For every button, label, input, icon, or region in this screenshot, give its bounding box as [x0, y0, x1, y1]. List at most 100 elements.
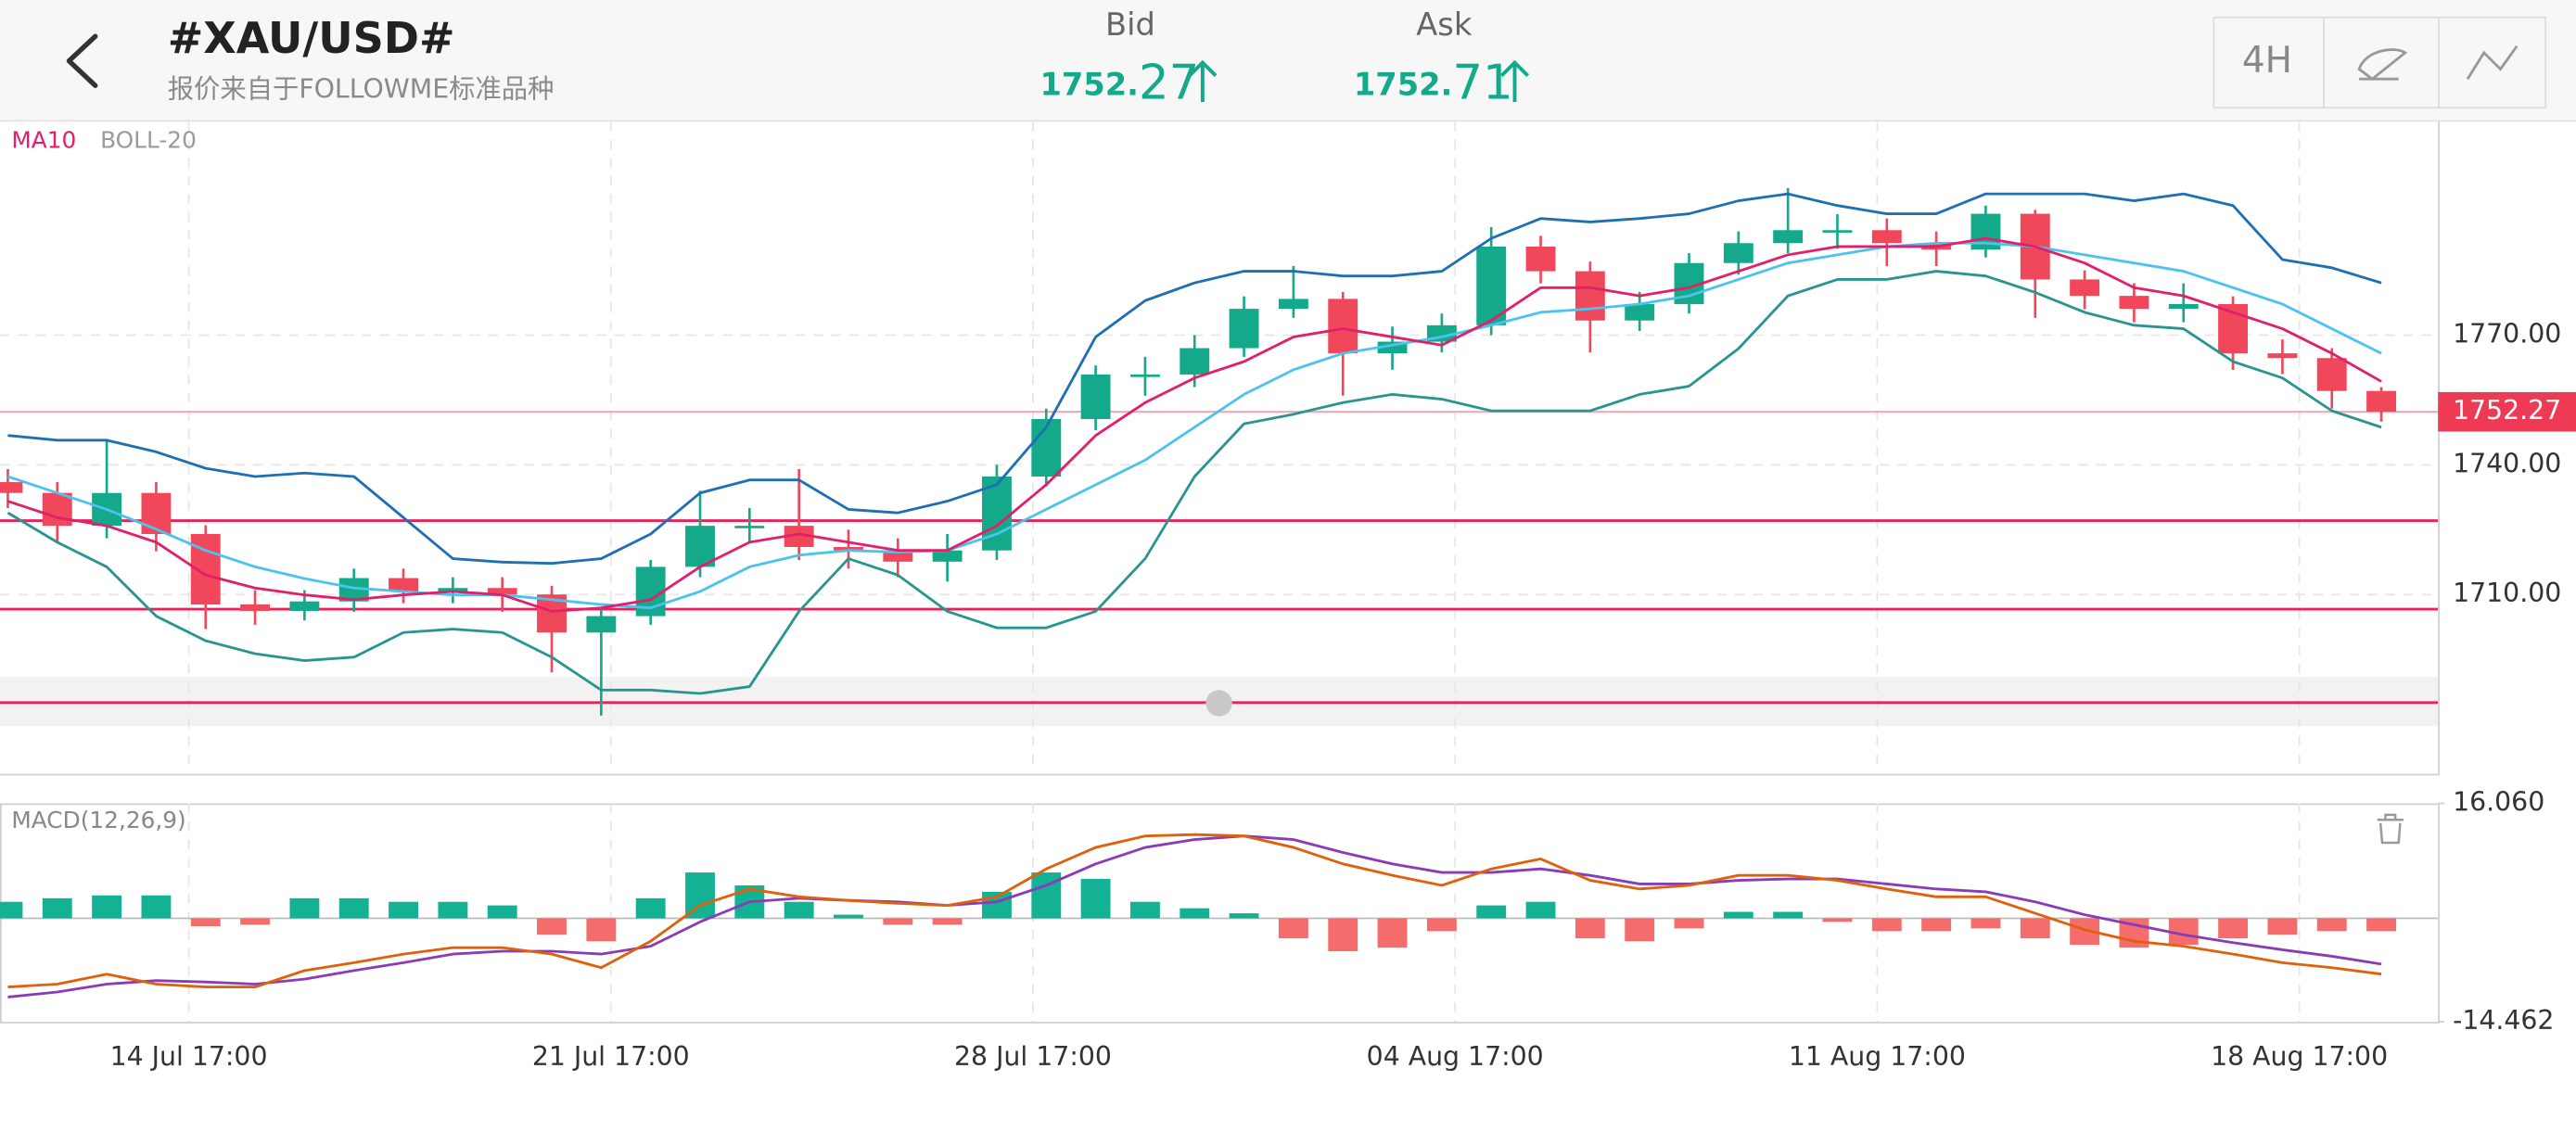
candle-body [1476, 246, 1507, 325]
x-tick-label: 14 Jul 17:00 [110, 1041, 268, 1072]
macd-bar [2020, 918, 2050, 939]
macd-bar [537, 918, 567, 935]
macd-bar [0, 901, 23, 919]
candle-body [834, 546, 863, 551]
header-bar [0, 0, 2576, 121]
macd-bar [141, 895, 172, 919]
y-tick-label: 1740.00 [2453, 448, 2561, 478]
bid-price-main: 1752. [1039, 66, 1138, 102]
boll-middle [7, 241, 2382, 610]
macd-bar [635, 897, 666, 919]
bid-price-pips: 27 [1139, 55, 1199, 110]
candle-body [2316, 358, 2347, 391]
delete-indicator-button[interactable] [2377, 813, 2404, 845]
candle-body [734, 526, 765, 528]
macd-bar [1278, 918, 1308, 939]
macd-bar [1080, 879, 1111, 919]
quote-source: 报价来自于FOLLOWME标准品种 [168, 74, 555, 105]
candle-body [586, 616, 617, 633]
macd-bar [1575, 918, 1605, 939]
macd-bar [1921, 918, 1952, 932]
bid-up-arrow [1188, 59, 1218, 102]
candle-body [1525, 246, 1556, 272]
x-tick-label: 04 Aug 17:00 [1367, 1041, 1544, 1072]
draw-tool-button[interactable] [2357, 48, 2408, 81]
macd-bar [1031, 872, 1062, 919]
candle-body [1278, 299, 1308, 310]
macd-bar [487, 905, 517, 919]
macd-bar [1773, 911, 1804, 919]
macd-bar [2218, 918, 2249, 939]
candle-body [1871, 230, 1902, 244]
macd-bar [42, 897, 72, 919]
macd-tick-label: 16.060 [2453, 787, 2544, 818]
price-plot [0, 121, 2439, 772]
macd-bar [240, 918, 271, 925]
x-tick-label: 11 Aug 17:00 [1789, 1041, 1966, 1072]
x-tick-label: 21 Jul 17:00 [532, 1041, 690, 1072]
macd-tick-label: -14.462 [2453, 1005, 2554, 1036]
candle-body [0, 482, 23, 493]
macd-bar [1229, 913, 1259, 919]
candle-body [1773, 230, 1804, 244]
y-tick-label: 1770.00 [2453, 319, 2561, 350]
bid-price: 1752.27 [1039, 55, 1199, 110]
x-tick-label: 18 Aug 17:00 [2211, 1041, 2388, 1072]
ask-price-main: 1752. [1354, 66, 1452, 102]
line-handle[interactable] [1205, 690, 1232, 717]
boll-label: BOLL-20 [100, 127, 197, 154]
macd-bar [190, 918, 221, 926]
macd-bar [1180, 908, 1210, 919]
macd-bar [1822, 918, 1853, 922]
candle-body [2119, 296, 2149, 310]
candle-body [1229, 309, 1259, 349]
macd-bar [1328, 918, 1358, 952]
timeframe-button[interactable]: 4H [2242, 40, 2292, 82]
candle-body [2168, 303, 2199, 310]
macd-bar [1525, 901, 1556, 919]
candle-body [2267, 353, 2298, 359]
candle-body [2366, 390, 2396, 413]
macd-bar [2316, 918, 2347, 932]
bid-label: Bid [1105, 6, 1155, 43]
candle-body [141, 492, 172, 534]
candle-body [42, 492, 72, 527]
candle-body [1328, 299, 1358, 354]
back-button[interactable] [66, 33, 98, 88]
candle-body [1723, 243, 1753, 263]
macd-bar [1970, 918, 2001, 929]
candle-body [1575, 271, 1605, 321]
candle-body [1129, 374, 1160, 377]
macd-bar [2366, 918, 2396, 932]
macd-bar [784, 901, 814, 919]
candle-body [883, 550, 913, 562]
candle-body [1625, 303, 1655, 321]
candle-body [1180, 348, 1210, 375]
boll-lower [6, 270, 2382, 695]
macd-bar [92, 895, 122, 919]
symbol-title: #XAU/USD# [168, 13, 455, 63]
ask-label: Ask [1416, 6, 1473, 43]
ask-price: 1752.71 [1354, 55, 1513, 110]
macd-bar [834, 914, 863, 919]
candle-body [2070, 279, 2100, 297]
macd-bar [883, 918, 913, 925]
macd-bar [1426, 918, 1457, 932]
macd-bar [289, 897, 320, 919]
labels: 14 Jul 17:00 21 Jul 17:00 28 Jul 17:00 04 A… [110, 319, 2576, 1072]
candle-body [487, 588, 517, 595]
macd-bar [1476, 905, 1507, 919]
candle-body [389, 578, 418, 591]
macd-label: MACD(12,26,9) [11, 807, 185, 833]
candle-body [685, 526, 715, 567]
macd-bar [932, 918, 963, 925]
toolbar [2213, 16, 2547, 109]
macd-bar [1625, 918, 1655, 942]
indicator-button[interactable] [2466, 45, 2519, 80]
y-tick-label: 1710.00 [2453, 578, 2561, 608]
macd-bar [1377, 918, 1408, 948]
last-price-tag [2438, 391, 2576, 432]
candle-body [438, 588, 468, 591]
